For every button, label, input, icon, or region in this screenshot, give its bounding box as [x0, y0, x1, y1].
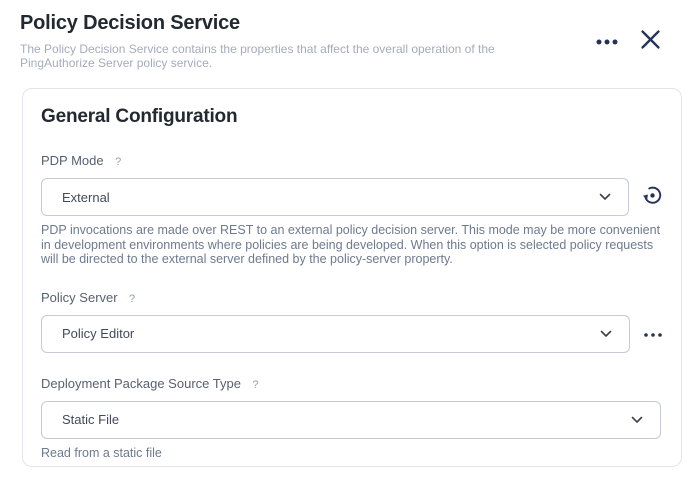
page-description: The Policy Decision Service contains the… [20, 42, 495, 70]
panel-header: Policy Decision Service The Policy Decis… [0, 0, 700, 70]
ellipsis-menu-button[interactable] [595, 34, 619, 49]
close-button[interactable] [639, 28, 662, 54]
label-row: Deployment Package Source Type ? [41, 375, 663, 393]
reset-icon [642, 185, 663, 209]
page-title: Policy Decision Service [20, 12, 240, 34]
reset-button[interactable] [642, 185, 663, 209]
help-icon[interactable]: ? [115, 156, 122, 168]
policy-server-options-button[interactable] [643, 326, 663, 341]
policy-server-select-value: Policy Editor [62, 326, 135, 341]
deployment-package-source-type-description: Read from a static file [41, 445, 162, 460]
control-row: Static File [41, 400, 663, 439]
ellipsis-icon [595, 34, 619, 49]
label-row: Policy Server ? [41, 289, 663, 307]
pdp-mode-label: PDP Mode [41, 153, 104, 168]
pdp-mode-select-value: External [62, 189, 110, 205]
general-configuration-card: General Configuration PDP Mode ? Externa… [22, 88, 682, 467]
deployment-package-source-type-select-value: Static File [62, 412, 120, 427]
options-icon [643, 326, 663, 341]
chevron-down-icon [599, 193, 611, 201]
pdp-mode-description: PDP invocations are made over REST to an… [41, 223, 661, 266]
control-row: Policy Editor [41, 314, 663, 353]
header-actions [595, 28, 662, 54]
chevron-down-icon [631, 416, 643, 424]
policy-server-label: Policy Server [41, 289, 118, 305]
close-icon [639, 28, 662, 54]
control-row: External [41, 178, 663, 216]
deployment-package-source-type-select[interactable]: Static File [41, 400, 661, 439]
help-icon[interactable]: ? [129, 292, 136, 305]
field-pdp-mode: PDP Mode ? External [41, 152, 663, 267]
policy-server-select[interactable]: Policy Editor [41, 314, 630, 353]
pdp-mode-select[interactable]: External [41, 178, 629, 216]
field-deployment-package-source-type: Deployment Package Source Type ? Static … [41, 375, 663, 461]
label-row: PDP Mode ? [41, 152, 663, 170]
help-icon[interactable]: ? [252, 378, 259, 391]
header-text: Policy Decision Service The Policy Decis… [20, 12, 525, 70]
deployment-package-source-type-label: Deployment Package Source Type [41, 375, 241, 391]
chevron-down-icon [600, 330, 612, 338]
section-title: General Configuration [41, 106, 238, 127]
field-policy-server: Policy Server ? Policy Editor [41, 289, 663, 353]
